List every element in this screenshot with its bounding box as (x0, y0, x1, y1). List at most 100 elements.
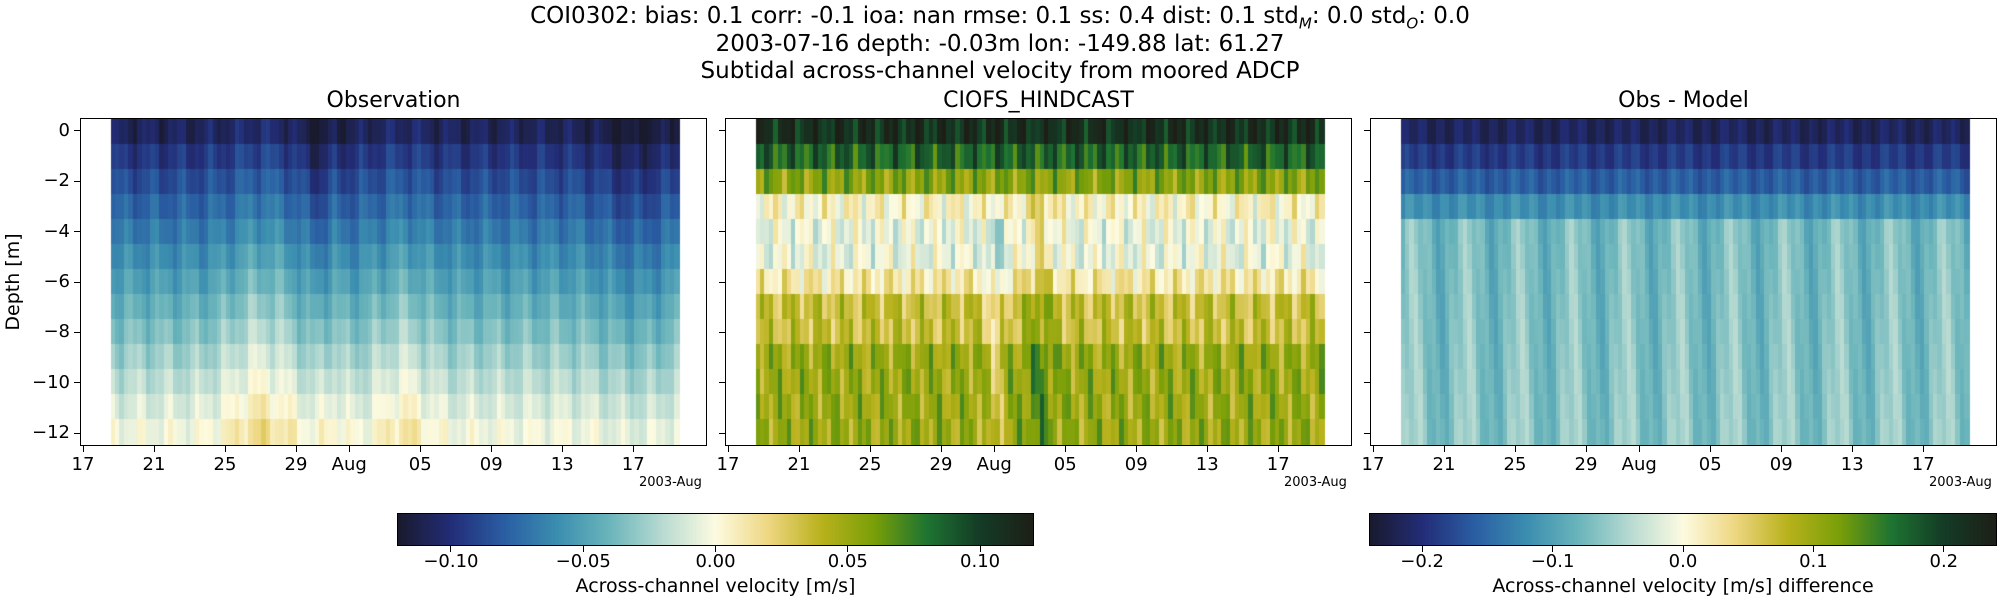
heatmap-model-canvas (726, 119, 1351, 445)
x-tick (1585, 446, 1587, 452)
x-tick (727, 446, 729, 452)
x-tick-label: 09 (1769, 454, 1793, 475)
x-tick (1851, 446, 1853, 452)
y-tick-label: −4 (43, 220, 70, 242)
y-tick-label: −2 (43, 170, 70, 192)
x-tick-label: 29 (929, 454, 953, 475)
x-tick-label: 09 (1124, 454, 1148, 475)
colorbar-tick (715, 546, 716, 552)
colorbar-velocity (397, 513, 1034, 546)
x-tick-label: 17 (1266, 454, 1290, 475)
heatmap-observation (80, 118, 707, 446)
x-tick (348, 446, 350, 452)
x-tick-label: 29 (1574, 454, 1598, 475)
x-tick-label: 21 (787, 454, 811, 475)
heatmap-difference (1370, 118, 1997, 446)
panel-title-model: CIOFS_HINDCAST (943, 88, 1134, 113)
title-sub-o: O (1406, 14, 1419, 33)
x-tick (993, 446, 995, 452)
colorbar-difference-label: Across-channel velocity [m/s] difference (1492, 575, 1874, 597)
title-stats: COI0302: bias: 0.1 corr: -0.1 ioa: nan r… (530, 3, 1299, 29)
x-tick (632, 446, 634, 452)
y-tick (1364, 281, 1370, 283)
x-tick-label: 13 (1195, 454, 1219, 475)
x-tick (153, 446, 155, 452)
x-tick (869, 446, 871, 452)
colorbar-tick (1943, 546, 1945, 552)
x-offset-label: 2003-Aug (639, 475, 702, 490)
heatmap-difference-canvas (1371, 119, 1996, 445)
x-tick-label: 05 (1053, 454, 1077, 475)
y-tick (74, 130, 80, 132)
x-tick-label: 29 (284, 454, 308, 475)
x-tick (419, 446, 421, 452)
x-tick-label: 25 (1503, 454, 1527, 475)
colorbar-tick (1421, 546, 1423, 552)
y-tick (719, 130, 725, 132)
x-tick-label: 17 (1911, 454, 1935, 475)
y-tick (719, 281, 725, 283)
y-tick (74, 331, 80, 333)
x-tick-label: Aug (1621, 454, 1657, 475)
x-tick (490, 446, 492, 452)
colorbar-difference-canvas (1370, 514, 1996, 545)
x-tick-label: 13 (1840, 454, 1864, 475)
title-sub-m: M (1298, 14, 1312, 33)
colorbar-tick (1682, 546, 1684, 552)
x-tick-label: 21 (142, 454, 166, 475)
x-tick (224, 446, 226, 452)
colorbar-tick-label: 0.2 (1929, 551, 1959, 572)
y-tick (719, 180, 725, 182)
x-tick (1064, 446, 1066, 452)
colorbar-difference (1369, 513, 1997, 546)
x-offset-label: 2003-Aug (1284, 475, 1347, 490)
x-tick-label: 21 (1432, 454, 1456, 475)
colorbar-tick-label: −0.05 (555, 551, 611, 572)
x-tick (940, 446, 942, 452)
y-tick (1364, 331, 1370, 333)
colorbar-velocity-label: Across-channel velocity [m/s] (575, 575, 856, 597)
x-tick-label: Aug (331, 454, 367, 475)
colorbar-tick-label: 0.0 (1668, 551, 1698, 572)
x-tick-label: Aug (976, 454, 1012, 475)
x-tick-label: 17 (1361, 454, 1385, 475)
heatmap-observation-canvas (81, 119, 706, 445)
x-tick-label: 25 (858, 454, 882, 475)
y-tick (74, 432, 80, 434)
y-tick (74, 180, 80, 182)
x-tick-label: 17 (71, 454, 95, 475)
x-tick (1780, 446, 1782, 452)
colorbar-velocity-canvas (398, 514, 1033, 545)
x-tick (1922, 446, 1924, 452)
y-tick (1364, 180, 1370, 182)
colorbar-tick (1812, 546, 1814, 552)
x-tick (798, 446, 800, 452)
x-tick-label: 25 (213, 454, 237, 475)
y-tick-label: −6 (43, 271, 70, 292)
y-tick (1364, 432, 1370, 434)
x-tick (1514, 446, 1516, 452)
title-stats-end: : 0.0 (1418, 3, 1470, 29)
colorbar-tick-label: −0.10 (423, 551, 479, 572)
x-tick (1709, 446, 1711, 452)
colorbar-tick (582, 546, 584, 552)
x-tick (1372, 446, 1374, 452)
y-tick (74, 281, 80, 283)
y-tick (719, 331, 725, 333)
x-tick (561, 446, 563, 452)
colorbar-tick-label: 0.1 (1799, 551, 1828, 572)
y-tick (719, 231, 725, 233)
y-tick (74, 231, 80, 233)
y-tick (1364, 382, 1370, 384)
y-tick-label: −10 (32, 371, 70, 393)
colorbar-tick-label: 0.10 (960, 551, 1001, 572)
y-tick-label: −8 (43, 321, 70, 343)
y-tick (1364, 130, 1370, 132)
y-tick (719, 432, 725, 434)
panel-title-observation: Observation (326, 88, 461, 113)
x-offset-label: 2003-Aug (1929, 475, 1992, 490)
heatmap-model (725, 118, 1352, 446)
x-tick-label: 05 (408, 454, 432, 475)
colorbar-tick (847, 546, 849, 552)
colorbar-tick (1552, 546, 1554, 552)
